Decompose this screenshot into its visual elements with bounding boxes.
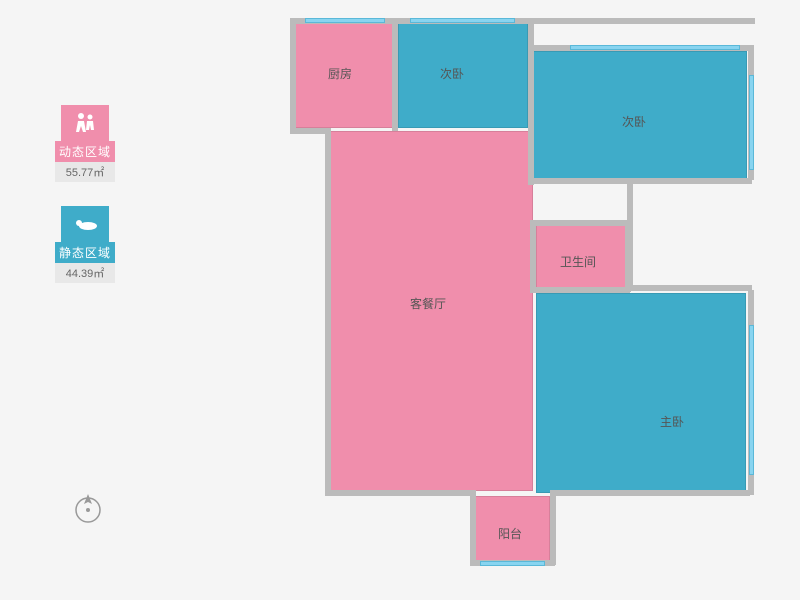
window [410, 18, 515, 23]
wall [550, 490, 556, 565]
window [570, 45, 740, 50]
wall [392, 18, 398, 131]
wall [325, 490, 475, 496]
legend-dynamic: 动态区域 55.77㎡ [55, 105, 115, 182]
window [749, 75, 754, 170]
wall [530, 220, 630, 226]
room-bed1 [536, 293, 746, 493]
legend-static: 静态区域 44.39㎡ [55, 206, 115, 283]
room-label-kitchen: 厨房 [328, 65, 352, 82]
room-label-balcony: 阳台 [498, 525, 522, 542]
wall [470, 490, 476, 565]
legend-dynamic-value: 55.77㎡ [55, 162, 115, 182]
legend-panel: 动态区域 55.77㎡ 静态区域 44.39㎡ [55, 105, 115, 307]
wall [627, 285, 752, 291]
wall [528, 178, 628, 184]
room-label-bed2b: 次卧 [622, 113, 646, 130]
window [305, 18, 385, 23]
wall [627, 178, 752, 184]
window [480, 561, 545, 566]
wall [290, 18, 296, 131]
wall [550, 490, 750, 496]
wall [625, 220, 631, 292]
wall [325, 128, 331, 493]
floorplan: 厨房次卧次卧客餐厅卫生间主卧阳台 [270, 15, 760, 585]
compass-icon [70, 490, 106, 531]
wall [530, 287, 630, 293]
wall [528, 45, 534, 185]
room-label-bed2a: 次卧 [440, 65, 464, 82]
room-label-bath: 卫生间 [560, 253, 596, 270]
wall [290, 128, 330, 134]
sleep-icon [61, 206, 109, 242]
wall [530, 220, 536, 292]
people-icon [61, 105, 109, 141]
window [749, 325, 754, 475]
legend-static-value: 44.39㎡ [55, 263, 115, 283]
legend-dynamic-label: 动态区域 [55, 141, 115, 162]
legend-static-label: 静态区域 [55, 242, 115, 263]
room-label-bed1: 主卧 [660, 413, 684, 430]
room-label-living: 客餐厅 [410, 295, 446, 312]
